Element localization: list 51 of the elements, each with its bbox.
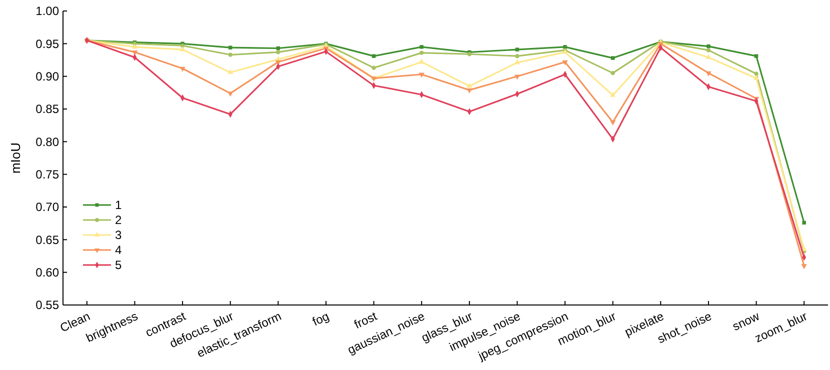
y-tick-label: 0.70 xyxy=(36,200,60,214)
point xyxy=(754,54,758,58)
y-tick-label: 0.55 xyxy=(36,298,60,312)
point xyxy=(610,56,615,60)
point xyxy=(420,45,424,49)
point xyxy=(562,60,568,66)
point xyxy=(228,46,232,50)
point xyxy=(706,44,710,48)
y-tick-label: 0.85 xyxy=(36,102,60,116)
point xyxy=(419,50,424,55)
y-tick-label: 0.65 xyxy=(36,232,60,247)
point xyxy=(802,220,806,225)
point xyxy=(466,88,472,94)
point xyxy=(180,46,186,52)
legend-label: 2 xyxy=(115,213,122,228)
legend-label: 5 xyxy=(115,258,122,272)
y-tick-label: 0.90 xyxy=(36,70,60,84)
point xyxy=(228,69,234,74)
y-tick-label: 0.95 xyxy=(36,36,60,51)
point xyxy=(610,70,615,76)
point xyxy=(610,92,616,97)
point xyxy=(514,74,520,80)
point xyxy=(132,50,138,56)
y-tick-label: 1.00 xyxy=(36,4,60,18)
legend-label: 3 xyxy=(115,228,122,242)
point xyxy=(801,264,807,270)
y-tick-label: 0.75 xyxy=(36,168,60,182)
legend-label: 4 xyxy=(115,243,122,258)
x-tick-label: fog xyxy=(310,309,332,329)
point xyxy=(515,54,520,58)
legend-label: 1 xyxy=(115,198,122,212)
point xyxy=(466,82,472,88)
point xyxy=(754,72,758,76)
point xyxy=(418,72,424,78)
point xyxy=(372,54,376,58)
point xyxy=(132,44,138,49)
y-tick-label: 0.80 xyxy=(36,134,60,149)
point xyxy=(372,66,376,70)
point xyxy=(180,66,186,72)
point xyxy=(418,58,424,64)
point xyxy=(753,75,760,80)
y-axis-title: mIoU xyxy=(8,142,23,174)
point xyxy=(276,50,280,54)
point xyxy=(228,52,232,57)
point xyxy=(563,45,567,49)
point xyxy=(706,48,711,52)
point xyxy=(610,120,616,126)
point xyxy=(515,48,520,52)
y-tick-label: 0.60 xyxy=(36,266,60,280)
point xyxy=(706,71,712,76)
point xyxy=(228,92,234,97)
